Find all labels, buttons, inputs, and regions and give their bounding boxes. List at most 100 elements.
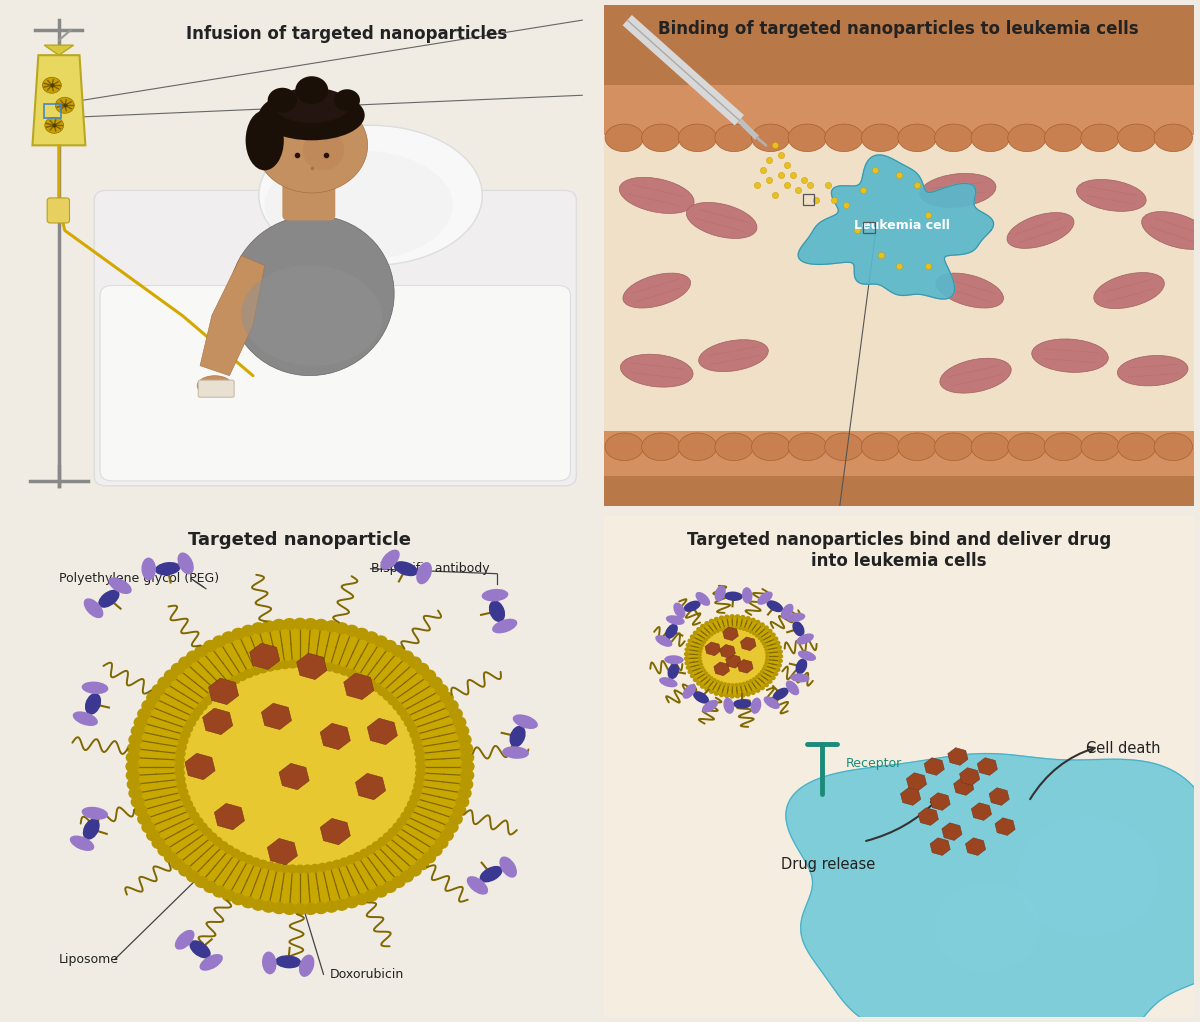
Ellipse shape: [380, 550, 400, 569]
Polygon shape: [209, 679, 239, 704]
Polygon shape: [203, 708, 233, 735]
Circle shape: [42, 78, 61, 93]
Ellipse shape: [824, 433, 863, 461]
Circle shape: [410, 794, 419, 802]
Circle shape: [131, 726, 144, 737]
Circle shape: [355, 894, 368, 904]
Circle shape: [384, 882, 396, 892]
Circle shape: [187, 651, 199, 662]
Polygon shape: [966, 838, 985, 855]
Ellipse shape: [275, 956, 301, 969]
Circle shape: [708, 636, 710, 638]
Circle shape: [378, 837, 388, 845]
Circle shape: [731, 615, 734, 618]
Circle shape: [751, 691, 755, 694]
Circle shape: [193, 707, 203, 715]
Circle shape: [204, 641, 216, 651]
Circle shape: [252, 899, 265, 911]
Circle shape: [175, 769, 185, 777]
Circle shape: [184, 725, 192, 733]
Circle shape: [727, 684, 730, 686]
Circle shape: [378, 688, 388, 696]
Ellipse shape: [786, 613, 805, 622]
Circle shape: [311, 865, 319, 872]
Polygon shape: [268, 838, 298, 865]
Circle shape: [186, 718, 196, 727]
Circle shape: [436, 838, 448, 848]
Circle shape: [294, 903, 306, 915]
Ellipse shape: [788, 124, 827, 151]
Circle shape: [224, 845, 234, 853]
Ellipse shape: [1117, 124, 1156, 151]
Circle shape: [716, 681, 719, 683]
Circle shape: [709, 690, 713, 693]
Ellipse shape: [659, 678, 678, 688]
Circle shape: [686, 644, 690, 647]
Circle shape: [776, 642, 780, 645]
Circle shape: [761, 670, 763, 672]
Ellipse shape: [1081, 124, 1120, 151]
Circle shape: [265, 862, 275, 870]
Circle shape: [751, 618, 755, 621]
Circle shape: [756, 635, 758, 637]
Circle shape: [720, 629, 722, 631]
Circle shape: [212, 837, 222, 845]
Text: Targeted nanoparticles bind and deliver drug
into leukemia cells: Targeted nanoparticles bind and deliver …: [686, 531, 1111, 570]
Ellipse shape: [684, 601, 701, 612]
Circle shape: [263, 901, 275, 912]
Circle shape: [372, 842, 382, 849]
Ellipse shape: [773, 688, 788, 700]
Circle shape: [714, 692, 718, 695]
Circle shape: [176, 750, 185, 757]
Circle shape: [706, 621, 709, 624]
Circle shape: [456, 726, 469, 737]
Polygon shape: [738, 659, 754, 673]
Circle shape: [731, 695, 734, 698]
Circle shape: [302, 660, 312, 668]
Ellipse shape: [299, 955, 314, 977]
Circle shape: [251, 858, 260, 866]
Circle shape: [703, 641, 706, 644]
Polygon shape: [971, 802, 991, 821]
Ellipse shape: [70, 836, 95, 851]
Circle shape: [281, 661, 289, 668]
Ellipse shape: [898, 124, 936, 151]
Text: Targeted nanoparticle: Targeted nanoparticle: [188, 531, 412, 549]
Text: Liposome: Liposome: [59, 953, 119, 966]
Ellipse shape: [132, 623, 468, 910]
Circle shape: [365, 632, 378, 643]
Polygon shape: [367, 718, 397, 745]
Circle shape: [779, 655, 782, 658]
Circle shape: [408, 800, 416, 808]
Bar: [604, 476, 1194, 506]
Circle shape: [190, 812, 199, 820]
Circle shape: [736, 684, 738, 686]
Circle shape: [142, 822, 155, 833]
Ellipse shape: [84, 598, 103, 618]
Circle shape: [383, 833, 392, 841]
Circle shape: [445, 700, 458, 711]
Ellipse shape: [82, 682, 108, 694]
Circle shape: [180, 664, 420, 869]
Circle shape: [230, 676, 240, 684]
Text: Binding of targeted nanoparticles to leukemia cells: Binding of targeted nanoparticles to leu…: [659, 20, 1139, 38]
Circle shape: [203, 697, 211, 705]
Circle shape: [232, 894, 245, 904]
Circle shape: [389, 828, 397, 836]
Circle shape: [412, 788, 421, 796]
Circle shape: [746, 630, 749, 632]
Ellipse shape: [971, 124, 1009, 151]
Circle shape: [766, 658, 768, 660]
Ellipse shape: [686, 202, 757, 238]
Circle shape: [224, 680, 234, 688]
Circle shape: [1016, 817, 1158, 937]
Ellipse shape: [733, 699, 751, 708]
Circle shape: [460, 779, 473, 790]
Text: Doxorubicin: Doxorubicin: [329, 968, 403, 981]
Polygon shape: [296, 653, 326, 680]
Bar: [803, 194, 815, 205]
Ellipse shape: [1093, 273, 1164, 309]
Circle shape: [700, 647, 702, 649]
Circle shape: [318, 662, 328, 669]
Ellipse shape: [488, 601, 505, 622]
